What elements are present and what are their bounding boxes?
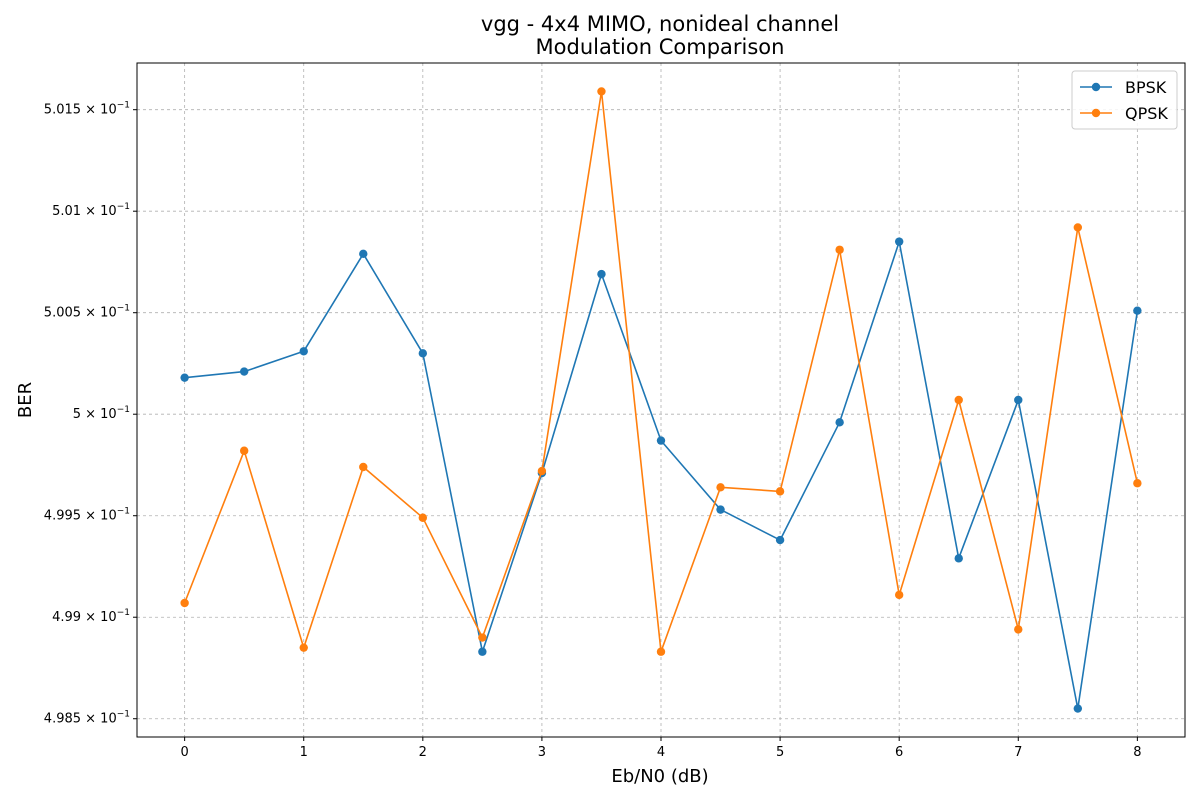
x-tick-label: 1 <box>300 745 308 760</box>
x-axis: 0 1 2 3 4 5 6 7 8 <box>180 737 1142 760</box>
y-axis: 4.985 × 10−1 4.99 × 10−1 4.995 × 10−1 5 × 1… <box>44 101 137 727</box>
legend-label-bpsk: BPSK <box>1125 78 1167 97</box>
data-point-bpsk <box>359 249 368 259</box>
data-point-bpsk <box>597 269 606 279</box>
data-point-qpsk <box>1014 625 1023 634</box>
data-point-bpsk <box>835 418 844 427</box>
data-point-bpsk <box>954 554 963 563</box>
legend: BPSK QPSK <box>1071 70 1178 130</box>
data-point-bpsk <box>1133 306 1142 315</box>
data-point-bpsk <box>418 349 428 358</box>
data-point-bpsk <box>775 535 785 545</box>
y-tick-label: 5.005 × 10−1 <box>44 304 130 321</box>
x-tick-label: 7 <box>1014 745 1022 760</box>
x-tick-label: 3 <box>538 745 546 760</box>
data-point-qpsk <box>656 647 666 656</box>
data-point-bpsk <box>1014 395 1023 405</box>
data-point-qpsk <box>716 483 725 492</box>
x-tick-label: 2 <box>419 745 427 760</box>
y-tick-label: 5.01 × 10−1 <box>52 202 130 219</box>
chart-subtitle: Modulation Comparison <box>536 35 785 59</box>
data-point-qpsk <box>239 446 249 455</box>
data-point-bpsk <box>239 367 249 376</box>
data-point-qpsk <box>894 590 904 600</box>
data-point-bpsk <box>656 436 666 445</box>
legend-marker-bpsk <box>1091 82 1101 92</box>
data-point-qpsk <box>299 643 308 652</box>
data-point-bpsk <box>716 505 725 514</box>
data-point-qpsk <box>835 245 844 254</box>
series-layer <box>180 87 1142 713</box>
legend-marker-qpsk <box>1091 108 1101 118</box>
x-tick-label: 0 <box>180 745 188 760</box>
data-point-bpsk <box>1073 704 1083 713</box>
x-axis-label: Eb/N0 (dB) <box>611 766 708 787</box>
data-point-bpsk <box>180 373 189 382</box>
legend-label-qpsk: QPSK <box>1125 104 1168 123</box>
data-point-qpsk <box>359 462 368 472</box>
data-point-qpsk <box>418 513 428 522</box>
data-point-qpsk <box>775 487 785 496</box>
chart-title: vgg - 4x4 MIMO, nonideal channel <box>481 12 839 36</box>
data-point-qpsk <box>537 466 547 476</box>
grid-lines <box>137 63 1185 737</box>
y-tick-label: 4.99 × 10−1 <box>52 608 130 625</box>
y-tick-label: 4.995 × 10−1 <box>44 507 130 524</box>
y-tick-label: 5.015 × 10−1 <box>44 101 130 118</box>
x-tick-label: 4 <box>657 745 665 760</box>
data-point-bpsk <box>299 347 308 356</box>
y-axis-label: BER <box>15 382 36 418</box>
data-point-qpsk <box>180 598 189 608</box>
x-tick-label: 5 <box>776 745 784 760</box>
y-tick-label: 4.985 × 10−1 <box>44 710 130 727</box>
data-point-qpsk <box>478 633 487 642</box>
x-tick-label: 8 <box>1133 745 1141 760</box>
x-tick-label: 6 <box>895 745 903 760</box>
data-point-qpsk <box>954 395 963 405</box>
data-point-bpsk <box>894 237 904 246</box>
data-point-qpsk <box>1073 223 1083 232</box>
data-point-qpsk <box>1133 479 1142 488</box>
data-point-bpsk <box>478 647 487 656</box>
y-tick-label: 5 × 10−1 <box>73 405 130 422</box>
data-point-qpsk <box>597 87 606 96</box>
